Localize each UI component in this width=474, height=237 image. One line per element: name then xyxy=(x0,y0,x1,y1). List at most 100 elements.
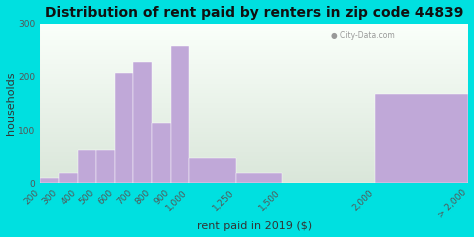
Bar xyxy=(40,56,468,57)
Y-axis label: households: households xyxy=(6,72,16,135)
Bar xyxy=(40,78,468,79)
Bar xyxy=(40,107,468,108)
Bar xyxy=(40,139,468,140)
Bar xyxy=(40,77,468,78)
Bar xyxy=(40,115,468,116)
Bar xyxy=(40,83,468,84)
Bar xyxy=(40,130,468,131)
Bar xyxy=(40,149,468,150)
Bar xyxy=(40,67,468,68)
Bar xyxy=(40,156,468,157)
Bar xyxy=(40,27,468,28)
Bar xyxy=(40,65,468,66)
Bar xyxy=(40,172,468,173)
Bar xyxy=(40,178,59,183)
Bar xyxy=(40,35,468,36)
Bar xyxy=(40,73,468,74)
Text: ● City-Data.com: ● City-Data.com xyxy=(331,32,395,41)
Bar xyxy=(40,177,468,178)
Bar xyxy=(40,169,468,170)
Bar xyxy=(40,151,468,152)
Bar xyxy=(40,23,468,24)
Bar xyxy=(40,124,468,125)
Bar xyxy=(40,158,468,159)
Bar xyxy=(40,128,468,129)
Bar xyxy=(40,144,468,145)
Bar xyxy=(40,119,468,120)
Bar xyxy=(40,173,468,174)
Bar xyxy=(40,79,468,80)
Bar xyxy=(40,62,468,63)
Bar xyxy=(40,153,468,154)
Bar xyxy=(40,68,468,69)
Bar xyxy=(152,123,171,183)
Bar xyxy=(40,75,468,76)
Bar xyxy=(40,106,468,107)
Bar xyxy=(40,118,468,119)
Bar xyxy=(40,53,468,54)
Bar xyxy=(40,39,468,40)
Bar xyxy=(40,154,468,155)
Bar xyxy=(40,30,468,31)
Bar xyxy=(40,84,468,85)
Bar xyxy=(40,171,468,172)
Bar xyxy=(40,134,468,135)
Bar xyxy=(40,160,468,161)
Bar xyxy=(40,42,468,43)
Bar xyxy=(40,170,468,171)
Bar xyxy=(40,117,468,118)
Bar xyxy=(40,138,468,139)
Bar xyxy=(375,94,468,183)
Bar xyxy=(40,146,468,147)
Bar xyxy=(40,136,468,137)
Bar xyxy=(40,105,468,106)
Bar xyxy=(40,97,468,98)
Bar xyxy=(40,94,468,95)
Bar xyxy=(40,123,468,124)
Bar xyxy=(40,88,468,89)
Bar xyxy=(40,45,468,46)
Bar xyxy=(40,132,468,133)
Bar xyxy=(40,143,468,144)
Bar xyxy=(40,178,468,179)
Bar xyxy=(40,63,468,64)
Bar xyxy=(40,40,468,41)
Bar xyxy=(40,70,468,71)
Bar xyxy=(40,60,468,61)
Bar xyxy=(40,38,468,39)
Bar xyxy=(236,173,283,183)
Bar xyxy=(40,66,468,67)
Bar xyxy=(40,51,468,52)
Bar xyxy=(40,121,468,122)
Bar xyxy=(40,36,468,37)
Bar xyxy=(40,91,468,92)
Bar xyxy=(40,29,468,30)
Bar xyxy=(40,157,468,158)
Bar xyxy=(40,103,468,104)
Bar xyxy=(40,93,468,94)
X-axis label: rent paid in 2019 ($): rent paid in 2019 ($) xyxy=(197,221,312,232)
Bar xyxy=(40,133,468,134)
Bar xyxy=(40,86,468,87)
Bar xyxy=(40,181,468,182)
Bar xyxy=(40,96,468,97)
Bar xyxy=(40,135,468,136)
Bar xyxy=(40,98,468,99)
Bar xyxy=(40,114,468,115)
Title: Distribution of rent paid by renters in zip code 44839: Distribution of rent paid by renters in … xyxy=(45,5,464,20)
Bar xyxy=(40,89,468,90)
Bar xyxy=(40,108,468,109)
Bar xyxy=(40,104,468,105)
Bar xyxy=(40,43,468,44)
Bar xyxy=(96,150,115,183)
Bar xyxy=(40,161,468,162)
Bar xyxy=(40,90,468,91)
Bar xyxy=(40,100,468,101)
Bar xyxy=(40,71,468,72)
Bar xyxy=(40,31,468,32)
Bar xyxy=(40,148,468,149)
Bar xyxy=(40,120,468,121)
Bar xyxy=(40,55,468,56)
Bar xyxy=(40,110,468,111)
Bar xyxy=(40,58,468,59)
